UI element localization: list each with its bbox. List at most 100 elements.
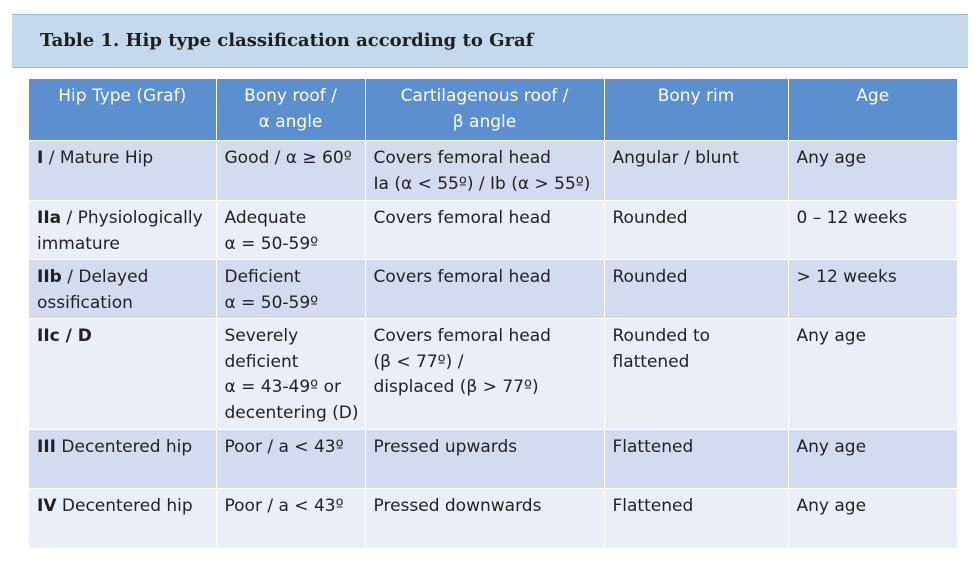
age-value: Any age: [796, 326, 867, 346]
hip-type-code: IIa: [37, 208, 62, 228]
cartilage-roof-line: Covers femoral head: [373, 267, 551, 287]
age-value: 0 – 12 weeks: [796, 208, 908, 228]
cartilage-roof-line: Pressed upwards: [373, 437, 518, 457]
bony-roof-line: Deficient: [224, 267, 301, 287]
table-row: I / Mature Hip Good / α ≥ 60º Covers fem…: [29, 140, 957, 201]
cell-hip-type: IIc / D: [29, 318, 217, 430]
header-line: Bony rim: [657, 86, 735, 106]
bony-roof-line: Poor / a < 43º: [224, 496, 344, 516]
table-row: IIb / Delayed ossification Deficient α =…: [29, 259, 957, 319]
cartilage-roof-line: Pressed downwards: [373, 496, 542, 516]
hip-type-desc: Decentered hip: [55, 437, 193, 457]
cell-age: Any age: [788, 318, 957, 430]
table-row: IIa / Physiologically immature Adequate …: [29, 200, 957, 260]
cell-bony-rim: Rounded: [604, 259, 789, 319]
hip-type-line-2: ossification: [37, 292, 133, 313]
bony-rim-line: Rounded: [612, 267, 688, 287]
bony-rim-line: flattened: [612, 351, 690, 372]
hip-type-line: I / Mature Hip: [37, 146, 208, 172]
cartilage-roof-line: displaced (β > 77º): [373, 377, 539, 397]
cartilage-roof-line: Covers femoral head: [373, 208, 551, 228]
cell-age: > 12 weeks: [788, 259, 957, 319]
cell-age: Any age: [788, 429, 957, 489]
cartilage-roof-line: Covers femoral head: [373, 326, 551, 346]
header-line: α angle: [258, 112, 323, 132]
cell-hip-type: IV Decentered hip: [29, 488, 217, 548]
header-bony-roof: Bony roof / α angle: [216, 79, 366, 141]
cell-bony-roof: Severely deficient α = 43-49º or decente…: [216, 318, 366, 430]
hip-type-code: III: [37, 437, 56, 457]
cell-cartilagenous-roof: Covers femoral head (β < 77º) / displace…: [365, 318, 605, 430]
cell-bony-roof: Deficient α = 50-59º: [216, 259, 366, 319]
bony-roof-line: deficient: [224, 351, 299, 372]
header-bony-rim: Bony rim: [604, 79, 789, 141]
hip-type-code: IV: [37, 496, 57, 516]
hip-type-desc: / Physiologically: [61, 208, 203, 228]
hip-type-line: III Decentered hip: [37, 435, 208, 461]
caption-bar: Table 1. Hip type classification accordi…: [12, 14, 968, 68]
table-row: IIc / D Severely deficient α = 43-49º or…: [29, 318, 957, 430]
header-cartilagenous-roof: Cartilagenous roof / β angle: [365, 79, 605, 141]
table-row: III Decentered hip Poor / a < 43º Presse…: [29, 429, 957, 489]
age-value: Any age: [796, 496, 867, 516]
age-value: Any age: [796, 437, 867, 457]
hip-type-line-2: immature: [37, 233, 120, 254]
cell-cartilagenous-roof: Covers femoral head Ia (α < 55º) / Ib (α…: [365, 140, 605, 201]
header-line: Cartilagenous roof /: [400, 86, 569, 106]
cell-age: 0 – 12 weeks: [788, 200, 957, 260]
cell-cartilagenous-roof: Covers femoral head: [365, 259, 605, 319]
cartilage-roof-line: Ia (α < 55º) / Ib (α > 55º): [373, 173, 591, 194]
bony-roof-line: α = 43-49º or: [224, 377, 341, 397]
age-value: > 12 weeks: [796, 267, 897, 287]
table-row: IV Decentered hip Poor / a < 43º Pressed…: [29, 488, 957, 548]
cell-cartilagenous-roof: Pressed downwards: [365, 488, 605, 548]
cell-hip-type: IIb / Delayed ossification: [29, 259, 217, 319]
bony-roof-line: Good / α ≥ 60º: [224, 148, 352, 168]
header-line: Hip Type (Graf): [58, 86, 187, 106]
hip-type-line: IIa / Physiologically: [37, 206, 208, 232]
bony-rim-line: Flattened: [612, 496, 694, 516]
bony-rim-line: Rounded to: [612, 326, 711, 346]
header-hip-type: Hip Type (Graf): [29, 79, 217, 141]
table-caption: Table 1. Hip type classification accordi…: [40, 30, 534, 51]
cell-bony-roof: Good / α ≥ 60º: [216, 140, 366, 201]
cartilage-roof-line: (β < 77º) /: [373, 351, 464, 372]
cell-age: Any age: [788, 488, 957, 548]
header-age: Age: [788, 79, 957, 141]
age-value: Any age: [796, 148, 867, 168]
cell-bony-rim: Flattened: [604, 429, 789, 489]
hip-type-code: I: [37, 148, 44, 168]
cell-bony-rim: Rounded: [604, 200, 789, 260]
hip-type-code: IIb: [37, 267, 62, 287]
hip-classification-table: Hip Type (Graf) Bony roof / α angle Cart…: [29, 79, 957, 548]
hip-type-line: IV Decentered hip: [37, 494, 208, 520]
cell-hip-type: I / Mature Hip: [29, 140, 217, 201]
bony-roof-line: α = 50-59º: [224, 233, 319, 254]
header-row: Hip Type (Graf) Bony roof / α angle Cart…: [29, 79, 957, 141]
bony-roof-line: Adequate: [224, 208, 307, 228]
hip-type-code: IIc / D: [37, 326, 92, 346]
bony-rim-line: Flattened: [612, 437, 694, 457]
hip-type-desc: Decentered hip: [56, 496, 193, 516]
header-line: Age: [856, 86, 890, 106]
hip-type-desc: / Mature Hip: [43, 148, 154, 168]
header-line: Bony roof /: [244, 86, 337, 106]
cell-bony-rim: Flattened: [604, 488, 789, 548]
cell-cartilagenous-roof: Covers femoral head: [365, 200, 605, 260]
header-line: β angle: [452, 112, 517, 132]
hip-type-desc: / Delayed: [61, 267, 149, 287]
bony-roof-line: α = 50-59º: [224, 292, 319, 313]
bony-rim-line: Angular / blunt: [612, 148, 739, 168]
cell-bony-rim: Angular / blunt: [604, 140, 789, 201]
cell-bony-roof: Adequate α = 50-59º: [216, 200, 366, 260]
cell-age: Any age: [788, 140, 957, 201]
bony-roof-line: Severely: [224, 326, 299, 346]
bony-roof-line: decentering (D): [224, 402, 359, 423]
cartilage-roof-line: Covers femoral head: [373, 148, 551, 168]
hip-type-line: IIb / Delayed: [37, 265, 208, 291]
bony-roof-line: Poor / a < 43º: [224, 437, 344, 457]
hip-type-line: IIc / D: [37, 324, 208, 350]
cell-bony-roof: Poor / a < 43º: [216, 429, 366, 489]
cell-bony-roof: Poor / a < 43º: [216, 488, 366, 548]
cell-cartilagenous-roof: Pressed upwards: [365, 429, 605, 489]
